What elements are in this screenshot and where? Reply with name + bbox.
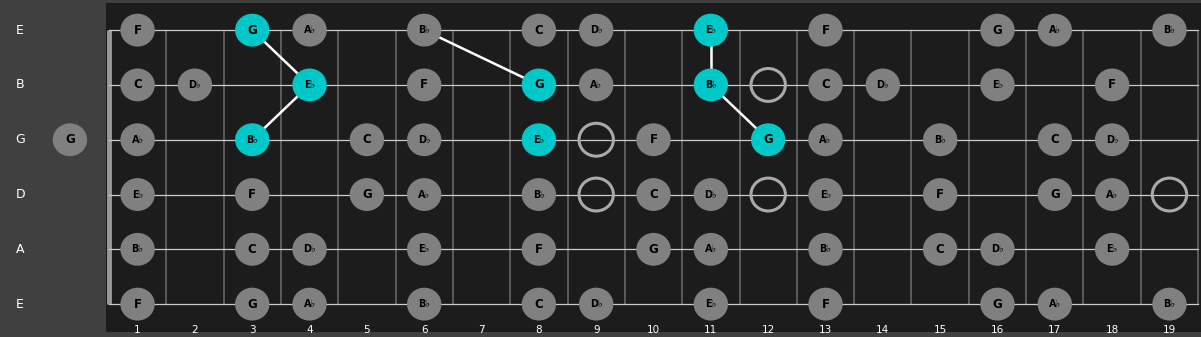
Text: G: G xyxy=(534,79,544,91)
Text: B♭: B♭ xyxy=(934,135,946,145)
Circle shape xyxy=(521,68,556,101)
Text: E♭: E♭ xyxy=(820,189,831,200)
Circle shape xyxy=(120,288,155,320)
Text: A♭: A♭ xyxy=(590,80,602,90)
Text: C: C xyxy=(247,243,257,256)
Text: A♭: A♭ xyxy=(304,25,316,35)
Circle shape xyxy=(579,288,614,320)
Text: E: E xyxy=(16,24,24,37)
Circle shape xyxy=(521,288,556,320)
Circle shape xyxy=(694,14,728,47)
Circle shape xyxy=(521,178,556,211)
Circle shape xyxy=(120,68,155,101)
Text: G: G xyxy=(992,24,1003,37)
Text: B♭: B♭ xyxy=(1164,299,1176,309)
Text: A♭: A♭ xyxy=(705,244,717,254)
Text: C: C xyxy=(363,133,371,146)
Circle shape xyxy=(1152,14,1187,47)
Text: E♭: E♭ xyxy=(705,25,717,35)
Circle shape xyxy=(808,123,843,156)
Text: F: F xyxy=(534,243,543,256)
Text: 18: 18 xyxy=(1105,326,1119,335)
Text: A♭: A♭ xyxy=(1048,25,1060,35)
Text: A♭: A♭ xyxy=(1106,189,1118,200)
Circle shape xyxy=(808,288,843,320)
Circle shape xyxy=(53,123,88,156)
Circle shape xyxy=(407,68,442,101)
Text: 8: 8 xyxy=(536,326,542,335)
Text: G: G xyxy=(764,133,773,146)
Circle shape xyxy=(292,14,327,47)
Text: 12: 12 xyxy=(761,326,775,335)
Text: D♭: D♭ xyxy=(705,189,717,200)
Text: D♭: D♭ xyxy=(991,244,1004,254)
Text: E♭: E♭ xyxy=(419,244,430,254)
Circle shape xyxy=(694,68,728,101)
Text: A: A xyxy=(16,243,24,256)
Text: G: G xyxy=(992,298,1003,311)
Text: 4: 4 xyxy=(306,326,313,335)
Text: C: C xyxy=(534,24,543,37)
Circle shape xyxy=(235,178,269,211)
Text: 5: 5 xyxy=(364,326,370,335)
Circle shape xyxy=(808,14,843,47)
Circle shape xyxy=(922,233,957,266)
Circle shape xyxy=(579,68,614,101)
Text: 16: 16 xyxy=(991,326,1004,335)
Circle shape xyxy=(1095,233,1129,266)
Circle shape xyxy=(808,233,843,266)
Text: B♭: B♭ xyxy=(418,25,430,35)
Circle shape xyxy=(521,14,556,47)
Circle shape xyxy=(980,14,1015,47)
Circle shape xyxy=(292,288,327,320)
Text: 15: 15 xyxy=(933,326,946,335)
Text: D: D xyxy=(16,188,25,201)
Circle shape xyxy=(349,123,384,156)
Circle shape xyxy=(407,123,442,156)
Circle shape xyxy=(980,233,1015,266)
Circle shape xyxy=(235,14,269,47)
FancyBboxPatch shape xyxy=(106,3,1201,332)
Text: E♭: E♭ xyxy=(705,299,717,309)
Circle shape xyxy=(980,68,1015,101)
Text: B: B xyxy=(16,79,24,91)
Circle shape xyxy=(1038,178,1072,211)
Circle shape xyxy=(235,233,269,266)
Circle shape xyxy=(579,14,614,47)
Circle shape xyxy=(1095,68,1129,101)
Text: B♭: B♭ xyxy=(533,189,545,200)
Text: B♭: B♭ xyxy=(418,299,430,309)
Circle shape xyxy=(178,68,213,101)
Text: D♭: D♭ xyxy=(590,299,603,309)
Text: D♭: D♭ xyxy=(1106,135,1118,145)
Circle shape xyxy=(235,288,269,320)
Circle shape xyxy=(866,68,900,101)
Text: G: G xyxy=(247,298,257,311)
Circle shape xyxy=(694,233,728,266)
Circle shape xyxy=(808,178,843,211)
Text: B♭: B♭ xyxy=(819,244,831,254)
Circle shape xyxy=(120,14,155,47)
Text: A♭: A♭ xyxy=(1048,299,1060,309)
Circle shape xyxy=(751,123,785,156)
Text: G: G xyxy=(65,133,74,146)
Text: G: G xyxy=(247,24,257,37)
Text: G: G xyxy=(362,188,372,201)
Text: G: G xyxy=(649,243,658,256)
Text: E♭: E♭ xyxy=(533,135,544,145)
Text: C: C xyxy=(133,79,142,91)
Circle shape xyxy=(1038,288,1072,320)
Circle shape xyxy=(922,123,957,156)
Text: 9: 9 xyxy=(593,326,599,335)
Circle shape xyxy=(1038,123,1072,156)
Circle shape xyxy=(1152,288,1187,320)
Circle shape xyxy=(1095,123,1129,156)
Circle shape xyxy=(637,123,670,156)
Text: G: G xyxy=(1050,188,1059,201)
Text: 11: 11 xyxy=(704,326,717,335)
Text: E♭: E♭ xyxy=(304,80,315,90)
Text: F: F xyxy=(821,24,830,37)
Text: C: C xyxy=(936,243,944,256)
Circle shape xyxy=(292,68,327,101)
